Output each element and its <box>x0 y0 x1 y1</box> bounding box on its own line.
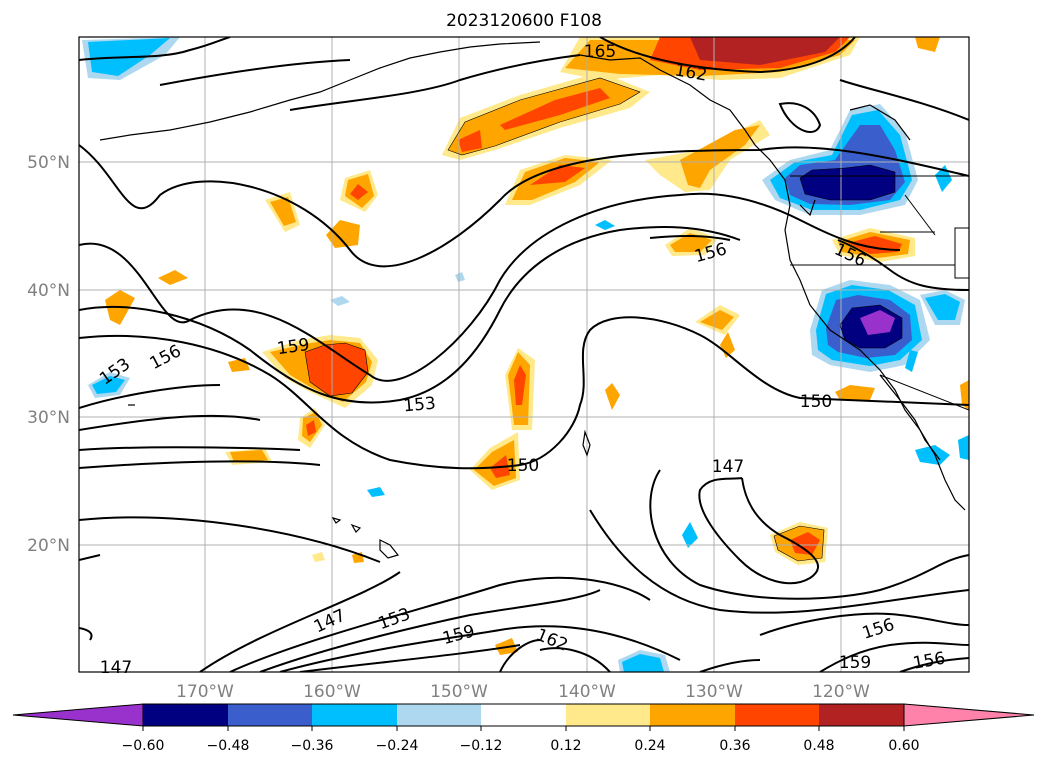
shaded-region <box>350 184 368 200</box>
shaded-region <box>605 383 620 410</box>
shaded-region <box>455 272 465 282</box>
shaded-region <box>500 88 610 130</box>
colorbar-segment <box>819 704 904 726</box>
colorbar-segment <box>650 704 735 726</box>
shaded-region <box>158 270 188 285</box>
shaded-region <box>790 532 820 555</box>
shaded-region <box>700 310 734 330</box>
shaded-region <box>682 522 698 548</box>
shaded-region <box>530 165 585 185</box>
shading-outlines <box>304 77 903 562</box>
colorbar-tick-label: 0.36 <box>719 738 750 754</box>
map-title: 2023120600 F108 <box>446 11 602 31</box>
colorbar-segment <box>481 704 566 726</box>
shaded-region <box>326 220 360 248</box>
shaded-region <box>925 294 960 320</box>
shaded-region <box>915 445 950 465</box>
map-frame <box>78 36 970 673</box>
contour-label: 153 <box>403 394 437 417</box>
shaded-region <box>330 296 350 306</box>
lat-label: 40°N <box>27 281 70 301</box>
shaded-region <box>514 365 526 405</box>
colorbar-tick-label: −0.24 <box>376 738 419 754</box>
shaded-region <box>670 233 712 252</box>
lon-label: 150°W <box>430 682 488 702</box>
contour-label: 159 <box>839 653 871 673</box>
contour-label: 165 <box>584 42 616 62</box>
shaded-region <box>367 487 385 497</box>
shaded-region <box>860 310 895 335</box>
shaded-region <box>690 37 840 65</box>
colorbar-segment <box>735 704 819 726</box>
colorbar-tick-label: 0.24 <box>634 738 665 754</box>
colorbar-ticks <box>142 726 905 731</box>
colorbar: −0.60 −0.48 −0.36 −0.24 −0.12 0.12 0.24 … <box>12 703 1035 754</box>
shaded-region <box>270 197 296 226</box>
contour-label: 147 <box>100 658 132 678</box>
colorbar-segment <box>143 704 228 726</box>
colorbar-tick-label: −0.12 <box>460 738 503 754</box>
lon-label: 130°W <box>685 682 743 702</box>
height-contours <box>79 37 969 672</box>
contour-label: 150 <box>507 456 539 476</box>
contour-label: 159 <box>276 335 311 359</box>
colorbar-tick-label: 0.12 <box>550 738 581 754</box>
colorbar-segment <box>312 704 397 726</box>
shaded-region <box>312 552 325 562</box>
colorbar-segment <box>228 704 312 726</box>
longitude-labels: 170°W 160°W 150°W 140°W 130°W 120°W <box>176 682 870 702</box>
colorbar-segment <box>566 704 650 726</box>
shaded-region <box>305 343 368 396</box>
lat-label: 30°N <box>27 408 70 428</box>
graticule <box>79 37 969 672</box>
shaded-region <box>306 420 316 436</box>
lon-label: 120°W <box>812 682 870 702</box>
colorbar-extend-max <box>903 703 1035 727</box>
colorbar-segment <box>397 704 481 726</box>
shaded-region <box>230 450 268 462</box>
shaded-region <box>595 220 615 230</box>
colorbar-extend-min <box>12 703 144 727</box>
lon-label: 140°W <box>558 682 616 702</box>
shaded-region <box>622 654 664 672</box>
shaded-region <box>960 380 969 410</box>
shaded-region <box>835 385 875 400</box>
shaded-region <box>680 125 760 188</box>
lat-label: 50°N <box>27 153 70 173</box>
shaded-region <box>92 376 125 394</box>
colorbar-frame <box>142 703 905 727</box>
shaded-region <box>915 37 940 52</box>
lon-label: 160°W <box>303 682 361 702</box>
map-area <box>79 37 969 672</box>
coastlines <box>99 41 966 559</box>
shaded-region <box>458 130 482 152</box>
colorbar-tick-label: 0.60 <box>888 738 919 754</box>
colorbar-tick-label: −0.36 <box>291 738 334 754</box>
colorbar-tick-label: 0.48 <box>803 738 834 754</box>
contour-label: 150 <box>800 392 832 412</box>
lat-label: 20°N <box>27 536 70 556</box>
lon-label: 170°W <box>176 682 234 702</box>
colorbar-tick-label: −0.48 <box>207 738 250 754</box>
shaded-region <box>958 435 969 460</box>
latitude-labels: 50°N 40°N 30°N 20°N <box>27 153 70 556</box>
shaded-region <box>800 165 895 200</box>
colorbar-tick-label: −0.60 <box>122 738 165 754</box>
shaded-region <box>905 350 918 372</box>
contour-label: 147 <box>712 457 744 477</box>
